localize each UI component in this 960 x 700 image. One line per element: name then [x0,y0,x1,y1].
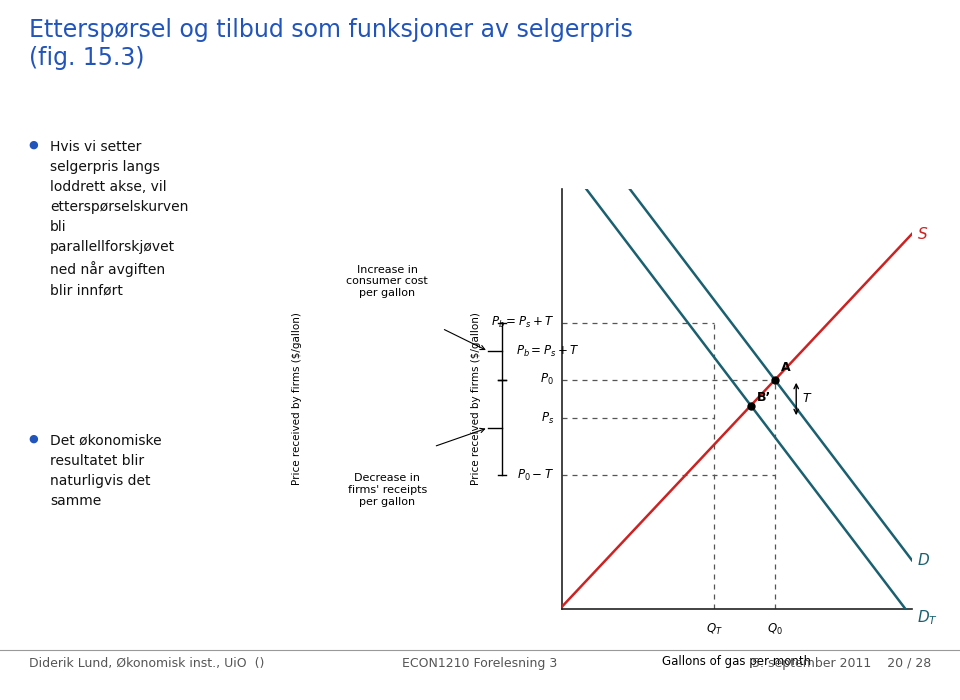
Text: $Q_0$: $Q_0$ [767,622,782,638]
Text: $P_b = P_s + T$: $P_b = P_s + T$ [491,315,554,330]
Text: $Q_T$: $Q_T$ [706,622,722,638]
Text: ●: ● [29,140,38,150]
Text: $D$: $D$ [917,552,929,568]
Text: Decrease in
firms' receipts
per gallon: Decrease in firms' receipts per gallon [348,473,427,507]
Text: Det økonomiske
resultatet blir
naturligvis det
samme: Det økonomiske resultatet blir naturligv… [50,434,161,508]
Text: $S$: $S$ [917,226,927,242]
Text: $P_0$: $P_0$ [540,372,554,388]
Text: $P_s$: $P_s$ [540,410,554,426]
Text: Gallons of gas per month: Gallons of gas per month [662,654,811,668]
Text: $D_T$: $D_T$ [917,608,938,627]
Text: ECON1210 Forelesning 3: ECON1210 Forelesning 3 [402,657,558,670]
Text: ●: ● [29,434,38,444]
Text: $P_b = P_s + T$: $P_b = P_s + T$ [516,344,579,359]
Text: Price received by firms ($/gallon): Price received by firms ($/gallon) [471,313,481,485]
Text: 5. september 2011    20 / 28: 5. september 2011 20 / 28 [752,657,931,670]
Text: $P_0 - T$: $P_0 - T$ [516,468,554,483]
Text: Increase in
consumer cost
per gallon: Increase in consumer cost per gallon [347,265,428,298]
Text: Hvis vi setter
selgerpris langs
loddrett akse, vil
etterspørselskurven
bli
paral: Hvis vi setter selgerpris langs loddrett… [50,140,188,298]
Text: $T$: $T$ [803,393,813,405]
Text: B’: B’ [756,391,771,404]
Text: Etterspørsel og tilbud som funksjoner av selgerpris: Etterspørsel og tilbud som funksjoner av… [29,18,633,41]
Text: Diderik Lund, Økonomisk inst., UiO  (): Diderik Lund, Økonomisk inst., UiO () [29,657,264,670]
Text: (fig. 15.3): (fig. 15.3) [29,46,144,69]
Text: A: A [781,361,791,374]
Text: Price received by firms ($/gallon): Price received by firms ($/gallon) [292,313,301,485]
